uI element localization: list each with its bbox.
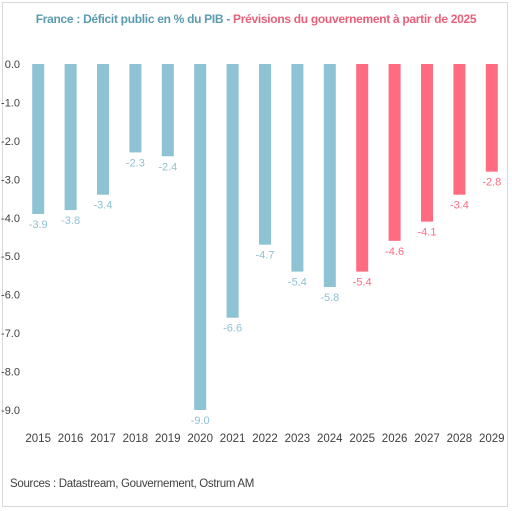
data-label: -4.7 bbox=[256, 250, 275, 262]
bar bbox=[64, 64, 77, 211]
bar bbox=[421, 64, 433, 222]
y-tick-label: -8.0 bbox=[1, 367, 20, 379]
x-tick-label: 2021 bbox=[220, 433, 246, 445]
bar bbox=[485, 64, 498, 172]
x-tick-label: 2016 bbox=[58, 433, 84, 445]
data-label: -2.4 bbox=[158, 161, 177, 173]
x-tick-label: 2026 bbox=[382, 433, 408, 445]
bar bbox=[356, 64, 369, 272]
x-tick-label: 2025 bbox=[349, 433, 375, 445]
data-label: -3.8 bbox=[61, 215, 80, 227]
bar bbox=[194, 64, 207, 410]
y-tick-label: -6.0 bbox=[1, 290, 20, 302]
data-label: -9.0 bbox=[191, 415, 210, 427]
source-note: Sources : Datastream, Gouvernement, Ostr… bbox=[10, 478, 255, 490]
x-tick-label: 2022 bbox=[252, 433, 278, 445]
data-label: -2.3 bbox=[126, 157, 145, 169]
y-tick-label: -9.0 bbox=[1, 405, 20, 417]
bar bbox=[226, 64, 239, 318]
x-tick-label: 2017 bbox=[90, 433, 116, 445]
data-label: -3.9 bbox=[29, 219, 48, 231]
x-tick-label: 2029 bbox=[479, 433, 505, 445]
title-historical: France : Déficit public en % du PIB bbox=[35, 12, 224, 26]
y-tick-label: -3.0 bbox=[1, 174, 20, 186]
bar bbox=[323, 64, 336, 287]
data-label: -2.8 bbox=[482, 177, 501, 189]
bar bbox=[129, 64, 142, 153]
title-forecast: Prévisions du gouvernement à partir de 2… bbox=[233, 12, 477, 26]
data-label: -6.6 bbox=[223, 323, 242, 335]
bar bbox=[161, 64, 174, 157]
data-label: -5.4 bbox=[353, 277, 372, 289]
y-tick-label: -5.0 bbox=[1, 251, 20, 263]
x-tick-label: 2027 bbox=[414, 433, 440, 445]
y-tick-label: -4.0 bbox=[1, 213, 20, 225]
bar bbox=[32, 64, 45, 214]
y-tick-label: 0.0 bbox=[5, 59, 20, 71]
x-tick-label: 2015 bbox=[25, 433, 51, 445]
bar bbox=[291, 64, 304, 272]
x-tick-label: 2020 bbox=[187, 433, 213, 445]
y-tick-label: -1.0 bbox=[1, 97, 20, 109]
x-tick-label: 2028 bbox=[447, 433, 473, 445]
data-label: -3.4 bbox=[94, 200, 113, 212]
x-tick-label: 2019 bbox=[155, 433, 181, 445]
data-label: -3.4 bbox=[450, 200, 469, 212]
x-tick-label: 2018 bbox=[123, 433, 149, 445]
data-label: -4.1 bbox=[418, 227, 437, 239]
title-separator: - bbox=[223, 12, 234, 26]
y-tick-label: -7.0 bbox=[1, 328, 20, 340]
bar bbox=[453, 64, 466, 195]
x-tick-label: 2023 bbox=[285, 433, 311, 445]
y-tick-label: -2.0 bbox=[1, 136, 20, 148]
data-label: -5.8 bbox=[320, 292, 339, 304]
data-label: -5.4 bbox=[288, 277, 307, 289]
chart-title: France : Déficit public en % du PIB - Pr… bbox=[0, 12, 512, 26]
bar bbox=[259, 64, 271, 245]
data-label: -4.6 bbox=[385, 246, 404, 258]
bar bbox=[97, 64, 109, 195]
x-tick-label: 2024 bbox=[317, 433, 343, 445]
bar bbox=[388, 64, 401, 241]
